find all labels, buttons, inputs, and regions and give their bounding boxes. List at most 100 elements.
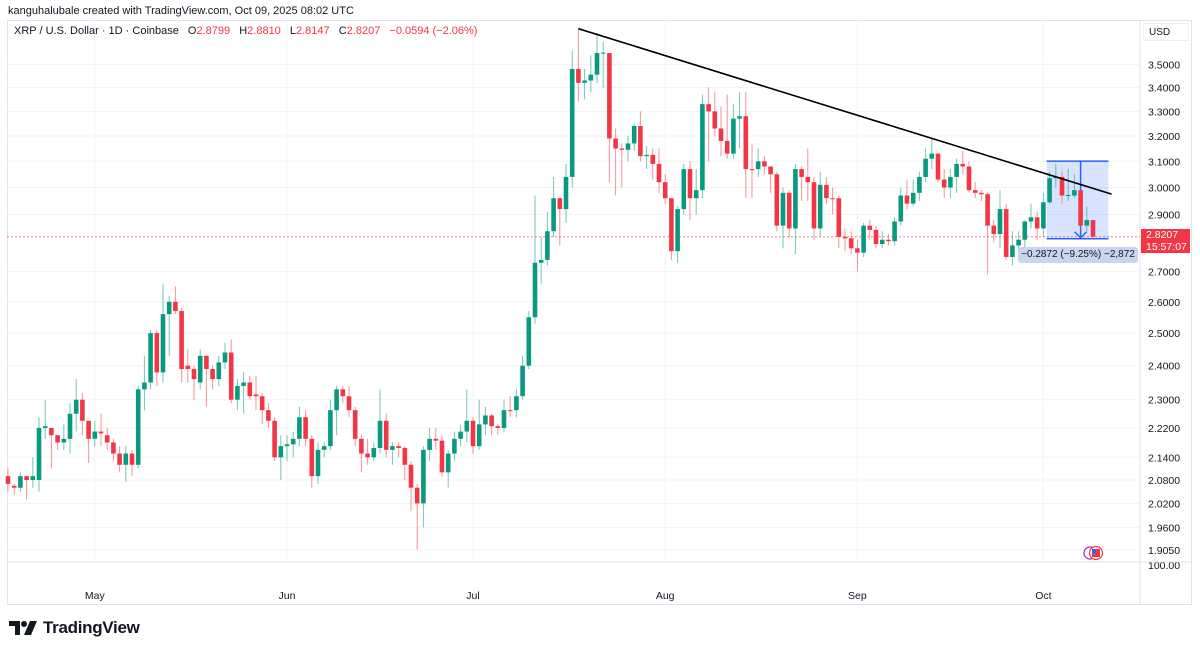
candle-body [563,176,569,210]
time-axis: May Jun Jul Aug Sep Oct [85,590,1052,602]
candle-body [228,352,234,400]
candle-body [966,166,972,191]
candle-body [910,192,916,204]
candle-body [278,446,284,458]
candle-body [235,385,240,400]
candle-body [960,163,966,167]
candle-body [681,169,687,210]
candle-body [712,111,718,129]
candle-body [24,476,29,480]
candle-body [693,190,699,199]
candle-body [514,396,519,411]
candle-body [204,355,209,370]
candle-body [904,195,910,204]
candle-body [948,176,953,188]
high-label: H [239,25,248,37]
currency-button[interactable]: USD [1143,23,1189,41]
y-tick-label: 3.1000 [1148,156,1180,168]
candle-body [1010,245,1015,257]
candle-body [594,53,600,75]
candle-body [1090,220,1096,237]
candle-body [359,438,364,454]
candle-body [104,435,110,443]
candle-body [328,410,333,447]
candle-body [439,440,445,473]
candle-body [867,225,873,230]
symbol-title: XRP / U.S. Dollar · 1D · Coinbase [14,25,179,37]
y-tick-label: 2.4000 [1148,361,1180,373]
y-tick-label: 1.9050 [1148,545,1180,557]
candle-body [501,410,507,428]
candle-body [780,192,786,226]
candle-body [396,446,401,448]
candle-body [886,239,891,242]
candles [5,28,1096,550]
candle-body [495,426,501,428]
brand-name: TradingView [43,618,140,637]
candle-body [266,410,271,421]
candle-body [638,126,643,157]
candle-body [179,311,184,370]
candle-body [1022,221,1028,240]
candle-body [489,415,494,427]
candle-body [55,435,60,443]
candle-body [631,126,637,144]
x-tick-label: Jul [466,590,479,602]
x-tick-label: Sep [848,590,867,602]
candle-body [545,231,550,260]
candle-body [898,195,904,222]
candle-body [613,138,618,149]
candle-body [352,410,358,439]
candle-body [160,314,166,373]
candle-body [309,438,315,477]
y-tick-label: 1.9600 [1148,522,1180,534]
candle-body [148,333,153,383]
candle-body [445,453,451,473]
candle-body [371,447,377,458]
last-price: 2.8207 [1146,229,1179,241]
trendline[interactable] [578,27,1112,195]
x-tick-label: Aug [656,590,675,602]
candle-body [414,487,420,504]
candle-body [805,176,811,183]
candle-body [259,396,265,411]
candle-body [861,225,866,253]
candle-body [1084,220,1090,226]
grid [7,20,1192,605]
y-tick-label: 2.0800 [1148,475,1180,487]
y-tick-label: 2.3000 [1148,395,1180,407]
y-tick-label: 3.4000 [1148,83,1180,95]
candle-body [824,184,829,199]
candle-body [848,238,854,249]
candle-body [421,449,426,504]
candle-body [67,413,73,439]
candle-body [551,198,556,232]
candle-body [731,118,736,154]
volume-label-mask [1141,556,1191,562]
candle-body [607,53,612,139]
candle-body [997,209,1003,235]
measure-label: −0.2872 (−9.25%) −2,872 [1018,247,1138,263]
candle-body [644,154,649,157]
candle-body [111,442,116,454]
candle-body [247,382,253,397]
last-price-label: 2.8207 15:57:07 [1141,229,1190,253]
candle-body [36,427,42,480]
candle-body [743,116,749,170]
candle-body [737,116,742,119]
candle-body [972,190,978,193]
price-axis: 3.5000 3.4000 3.3000 3.2000 3.1000 3.0000 2.90… [1141,59,1192,572]
candle-body [830,198,835,200]
y-tick-label: 2.0200 [1148,498,1180,510]
measure-box[interactable] [1046,161,1109,239]
candle-body [1047,178,1052,203]
candle-body [210,369,215,380]
candle-body [402,447,408,465]
candle-body [98,431,104,434]
candle-body [879,239,885,245]
candle-body [135,389,141,465]
candle-body [123,453,129,465]
x-tick-label: Oct [1035,590,1051,602]
us-flag-economic-event-icon[interactable] [1083,545,1104,561]
